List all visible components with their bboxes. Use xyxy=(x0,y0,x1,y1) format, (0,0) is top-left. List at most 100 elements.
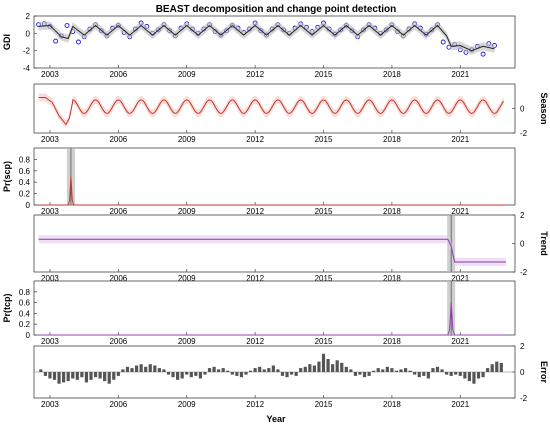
residual-bar xyxy=(495,361,499,372)
series-line-fitted xyxy=(38,24,495,52)
y-tick-label: 0.4 xyxy=(19,309,31,318)
residual-bar xyxy=(385,366,389,372)
y-tick-label: 0.8 xyxy=(19,288,31,297)
residual-bar xyxy=(62,372,66,383)
x-tick-label: 2009 xyxy=(178,70,196,79)
residual-bar xyxy=(271,365,275,372)
residual-bar xyxy=(176,372,180,380)
residual-bar xyxy=(344,366,348,372)
residual-bar xyxy=(326,359,330,372)
x-tick-label: 2012 xyxy=(246,135,264,144)
panel-frame-tcp xyxy=(33,280,516,336)
x-tick-label: 2018 xyxy=(383,135,401,144)
x-tick-label: 2015 xyxy=(315,135,333,144)
residual-bar xyxy=(71,372,75,379)
x-tick-label: 2009 xyxy=(178,400,196,409)
residual-bar xyxy=(490,364,494,372)
y-tick-label: -2 xyxy=(520,394,528,403)
residual-bar xyxy=(408,370,412,372)
x-tick-label: 2012 xyxy=(246,207,264,216)
y-tick-label: 0.8 xyxy=(19,155,31,164)
residual-bar xyxy=(148,364,152,372)
observed-point xyxy=(480,51,486,57)
figure-title: BEAST decomposition and change point det… xyxy=(156,4,397,15)
residual-bar xyxy=(130,368,134,372)
residual-bar xyxy=(472,372,476,384)
y-tick-label: -4 xyxy=(23,64,31,73)
residual-bar xyxy=(454,372,458,375)
y-tick-label: -2 xyxy=(520,129,528,138)
residual-bar xyxy=(335,360,339,372)
x-tick-label: 2018 xyxy=(383,400,401,409)
residual-bar xyxy=(294,372,298,376)
x-tick-label: 2003 xyxy=(41,400,59,409)
x-tick-label: 2018 xyxy=(383,337,401,346)
panel-frame-gdi xyxy=(33,15,516,69)
residual-bar xyxy=(289,372,294,375)
residual-bar xyxy=(221,368,225,372)
y-axis-label-trend: Trend xyxy=(539,231,549,256)
residual-bar xyxy=(285,372,289,378)
x-tick-label: 2006 xyxy=(109,70,127,79)
residual-bar xyxy=(435,366,440,372)
x-tick-label: 2003 xyxy=(41,337,59,346)
residual-bar xyxy=(39,369,43,372)
residual-bar xyxy=(153,365,157,372)
residual-bar xyxy=(458,372,462,376)
residual-bar xyxy=(431,368,435,372)
residual-bar xyxy=(476,372,481,379)
x-tick-label: 2018 xyxy=(383,274,401,283)
residual-bar xyxy=(180,372,184,379)
residual-bar xyxy=(139,364,143,372)
residual-bar xyxy=(121,369,125,372)
x-tick-label: 2021 xyxy=(451,135,469,144)
residual-bar xyxy=(43,372,47,376)
residual-bar xyxy=(207,368,212,372)
observed-point xyxy=(76,39,81,45)
residual-bar xyxy=(166,372,171,375)
residual-bar xyxy=(98,372,102,379)
residual-bar xyxy=(267,368,271,372)
x-tick-label: 2012 xyxy=(246,70,264,79)
panel-trend: 2003 2006 2009 2012 2015 2018 2021 -2 0 2 Trend xyxy=(33,211,549,283)
x-tick-label: 2003 xyxy=(41,274,59,283)
y-tick-label: 0.4 xyxy=(19,178,31,187)
residual-bar xyxy=(162,369,166,372)
residual-bar xyxy=(226,370,230,372)
observed-point xyxy=(440,39,446,45)
x-tick-label: 2015 xyxy=(315,70,333,79)
residual-bar xyxy=(481,372,485,378)
y-axis-label-tcp: Pr(tcp) xyxy=(2,293,12,322)
x-axis-label: Year xyxy=(266,414,286,424)
residual-bar xyxy=(212,366,216,372)
y-tick-label: 0.2 xyxy=(19,190,31,199)
residual-bar xyxy=(308,364,312,372)
x-tick-label: 2006 xyxy=(109,135,127,144)
residual-bar xyxy=(171,372,175,378)
residual-bar xyxy=(52,372,57,380)
observed-point xyxy=(53,38,59,44)
residual-bar xyxy=(244,372,248,375)
residual-bar xyxy=(107,372,111,384)
y-tick-label: 0 xyxy=(520,105,525,114)
residual-bar xyxy=(103,372,107,382)
residual-bar xyxy=(125,366,130,372)
residual-bar xyxy=(262,369,266,372)
residual-bar xyxy=(157,368,161,372)
residual-bar xyxy=(390,368,394,372)
y-tick-label: 0.6 xyxy=(19,167,31,176)
residual-bar xyxy=(349,369,353,372)
residual-bar xyxy=(84,372,89,383)
uncertainty-band xyxy=(38,235,506,266)
series-line-probability xyxy=(38,176,506,206)
x-tick-label: 2021 xyxy=(451,274,469,283)
x-tick-label: 2015 xyxy=(315,337,333,346)
y-tick-label: 0 xyxy=(26,331,31,340)
x-tick-label: 2009 xyxy=(178,135,196,144)
residual-bar xyxy=(185,372,189,375)
residual-bar xyxy=(203,372,207,375)
uncertainty-band xyxy=(38,21,495,55)
y-axis-label-gdi: GDI xyxy=(2,34,12,50)
residual-bar xyxy=(189,372,193,378)
